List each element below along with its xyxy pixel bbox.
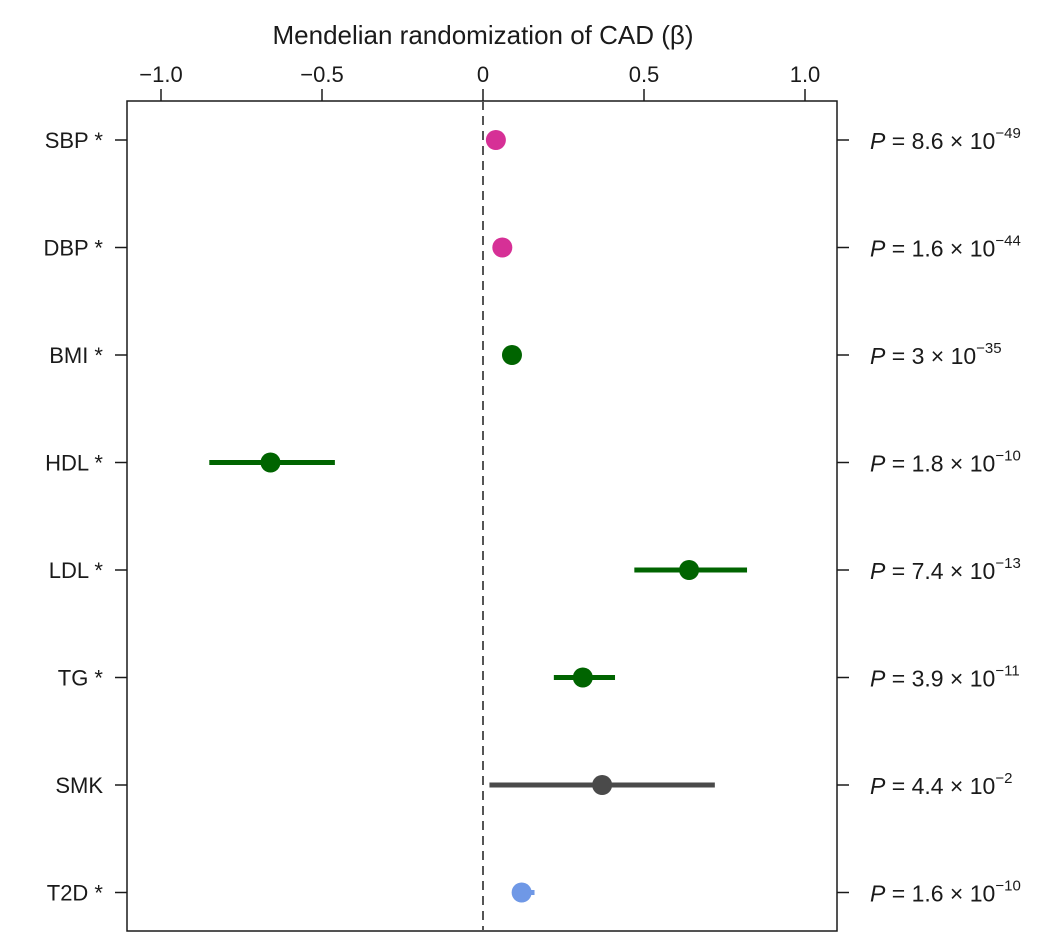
row-label: HDL * (45, 451, 103, 476)
p-exponent: −35 (976, 340, 1001, 357)
p-times-ten: × 10 (944, 128, 996, 154)
row-label: T2D * (47, 881, 104, 906)
point-estimate (592, 775, 613, 795)
point-estimate (679, 560, 700, 580)
p-equals: = (885, 773, 911, 799)
p-symbol: P (870, 773, 886, 799)
p-mantissa: 7.4 (912, 558, 944, 584)
p-symbol: P (870, 236, 886, 262)
p-times-ten: × 10 (944, 558, 996, 584)
p-value-label: P = 4.4 × 10−2 (870, 770, 1012, 799)
p-mantissa: 1.6 (912, 881, 944, 907)
x-tick-label: 0.5 (629, 62, 660, 87)
p-value-label: P = 3 × 10−35 (870, 340, 1002, 369)
p-symbol: P (870, 881, 886, 907)
p-value-label: P = 1.6 × 10−10 (870, 878, 1021, 907)
p-symbol: P (870, 128, 886, 154)
point-estimate (501, 345, 522, 365)
forest-row: T2D * P = 1.6 × 10−10 (47, 878, 1021, 907)
row-label: TG * (58, 666, 104, 691)
p-equals: = (885, 343, 911, 369)
p-exponent: −10 (995, 878, 1020, 895)
p-mantissa: 3 (912, 343, 925, 369)
forest-row: LDL * P = 7.4 × 10−13 (49, 555, 1021, 584)
row-label: SMK (55, 773, 103, 798)
x-tick-label: −1.0 (139, 62, 182, 87)
row-label: BMI * (49, 343, 103, 368)
p-mantissa: 4.4 (912, 773, 944, 799)
p-value-label: P = 8.6 × 10−49 (870, 125, 1021, 154)
point-estimate (485, 130, 506, 150)
point-estimate (511, 882, 532, 903)
p-times-ten: × 10 (944, 666, 996, 692)
p-exponent: −10 (995, 448, 1020, 465)
p-equals: = (885, 881, 911, 907)
p-times-ten: × 10 (944, 451, 996, 477)
forest-row: SMK P = 4.4 × 10−2 (55, 770, 1012, 799)
p-value-label: P = 1.8 × 10−10 (870, 448, 1021, 477)
x-tick-label: 1.0 (790, 62, 821, 87)
p-mantissa: 3.9 (912, 666, 944, 692)
forest-row: BMI * P = 3 × 10−35 (49, 340, 1001, 369)
p-equals: = (885, 558, 911, 584)
x-tick-label: 0 (477, 62, 489, 87)
p-exponent: −2 (995, 770, 1012, 787)
x-axis-ticks: −1.0 −0.5 0 0.5 1.0 (139, 62, 820, 101)
forest-row: HDL * P = 1.8 × 10−10 (45, 448, 1021, 477)
forest-row: SBP * P = 8.6 × 10−49 (45, 125, 1021, 154)
p-symbol: P (870, 343, 886, 369)
row-label: DBP * (43, 236, 103, 261)
p-exponent: −11 (995, 663, 1019, 680)
p-mantissa: 8.6 (912, 128, 944, 154)
p-times-ten: × 10 (944, 236, 996, 262)
forest-row: DBP * P = 1.6 × 10−44 (43, 233, 1020, 262)
p-symbol: P (870, 666, 886, 692)
p-value-label: P = 1.6 × 10−44 (870, 233, 1021, 262)
p-equals: = (885, 666, 911, 692)
p-symbol: P (870, 558, 886, 584)
p-equals: = (885, 128, 911, 154)
point-estimate (260, 452, 281, 473)
x-axis-title: Mendelian randomization of CAD (β) (272, 20, 693, 50)
p-exponent: −13 (995, 555, 1020, 572)
p-symbol: P (870, 451, 886, 477)
p-value-label: P = 7.4 × 10−13 (870, 555, 1021, 584)
x-tick-label: −0.5 (300, 62, 343, 87)
point-estimate (572, 667, 593, 688)
p-value-label: P = 3.9 × 10−11 (870, 663, 1020, 692)
p-mantissa: 1.8 (912, 451, 944, 477)
p-mantissa: 1.6 (912, 236, 944, 262)
p-exponent: −49 (995, 125, 1020, 142)
p-times-ten: × 10 (944, 881, 996, 907)
p-equals: = (885, 236, 911, 262)
p-exponent: −44 (995, 233, 1020, 250)
row-label: SBP * (45, 128, 104, 153)
p-times-ten: × 10 (944, 773, 996, 799)
point-estimate (492, 237, 513, 258)
p-equals: = (885, 451, 911, 477)
forest-row: TG * P = 3.9 × 10−11 (58, 663, 1020, 692)
p-times-ten: × 10 (924, 343, 976, 369)
row-label: LDL * (49, 558, 104, 583)
